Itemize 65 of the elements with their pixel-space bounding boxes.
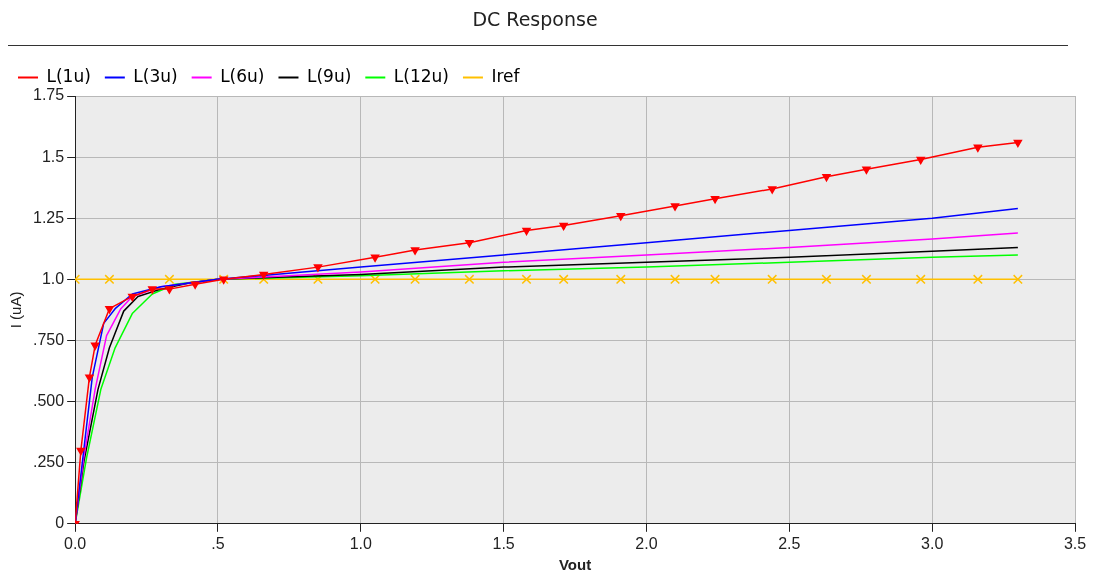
point xyxy=(464,274,475,285)
point xyxy=(164,274,175,285)
x-tick-label: 0.0 xyxy=(64,534,87,552)
x-tick-label: 2.0 xyxy=(635,534,658,552)
point xyxy=(822,173,831,182)
point xyxy=(710,274,721,285)
point xyxy=(1013,139,1023,148)
x-tick-label: 1.5 xyxy=(492,534,515,552)
chart-title: DC Response xyxy=(471,8,599,30)
point xyxy=(670,274,681,285)
point xyxy=(521,274,532,285)
point xyxy=(410,274,421,285)
point xyxy=(1012,274,1023,285)
point xyxy=(916,156,925,165)
x-tick-label: .5 xyxy=(211,534,225,552)
y-tick-label: 1.25 xyxy=(33,208,65,226)
point xyxy=(104,274,115,285)
y-tick-label: 0 xyxy=(55,514,65,532)
point xyxy=(821,274,832,285)
point xyxy=(616,213,625,221)
point xyxy=(370,274,381,285)
point xyxy=(915,274,926,285)
point xyxy=(85,374,94,382)
x-axis-title: Vout xyxy=(558,556,592,574)
point xyxy=(190,281,200,289)
y-tick-label: 1.0 xyxy=(41,269,65,287)
point xyxy=(767,274,778,285)
legend-label: Iref xyxy=(491,65,521,86)
point xyxy=(558,274,569,285)
point xyxy=(148,286,157,294)
point xyxy=(165,286,174,294)
legend-label: L(6u) xyxy=(220,65,265,86)
y-axis-title: I (uA) xyxy=(7,291,25,329)
point xyxy=(76,447,86,456)
y-tick-label: .750 xyxy=(33,330,65,348)
point xyxy=(972,274,983,285)
point xyxy=(259,271,268,280)
legend-label: L(1u) xyxy=(46,65,91,86)
x-tick-label: 1.0 xyxy=(349,534,373,552)
x-tick-label: 3.0 xyxy=(921,534,944,552)
legend-label: L(9u) xyxy=(306,65,352,86)
point xyxy=(370,254,380,263)
point xyxy=(615,274,626,285)
point xyxy=(710,195,720,204)
point xyxy=(973,144,983,153)
x-tick-label: 3.5 xyxy=(1063,534,1087,552)
point xyxy=(465,239,474,248)
legend-label: L(12u) xyxy=(393,65,449,86)
point xyxy=(105,305,114,314)
point xyxy=(862,166,871,175)
y-tick-label: .250 xyxy=(33,453,65,471)
point xyxy=(522,227,531,236)
x-tick-label: 2.5 xyxy=(778,534,801,552)
point xyxy=(767,186,777,194)
point xyxy=(128,293,137,302)
y-tick-label: .500 xyxy=(33,391,65,409)
point xyxy=(410,247,420,255)
point xyxy=(559,222,568,231)
point xyxy=(313,264,323,272)
point xyxy=(861,274,872,285)
point xyxy=(90,342,100,351)
y-tick-label: 1.75 xyxy=(33,86,65,104)
y-tick-label: 1.5 xyxy=(41,147,65,165)
legend-label: L(3u) xyxy=(133,65,178,86)
point xyxy=(670,203,680,211)
